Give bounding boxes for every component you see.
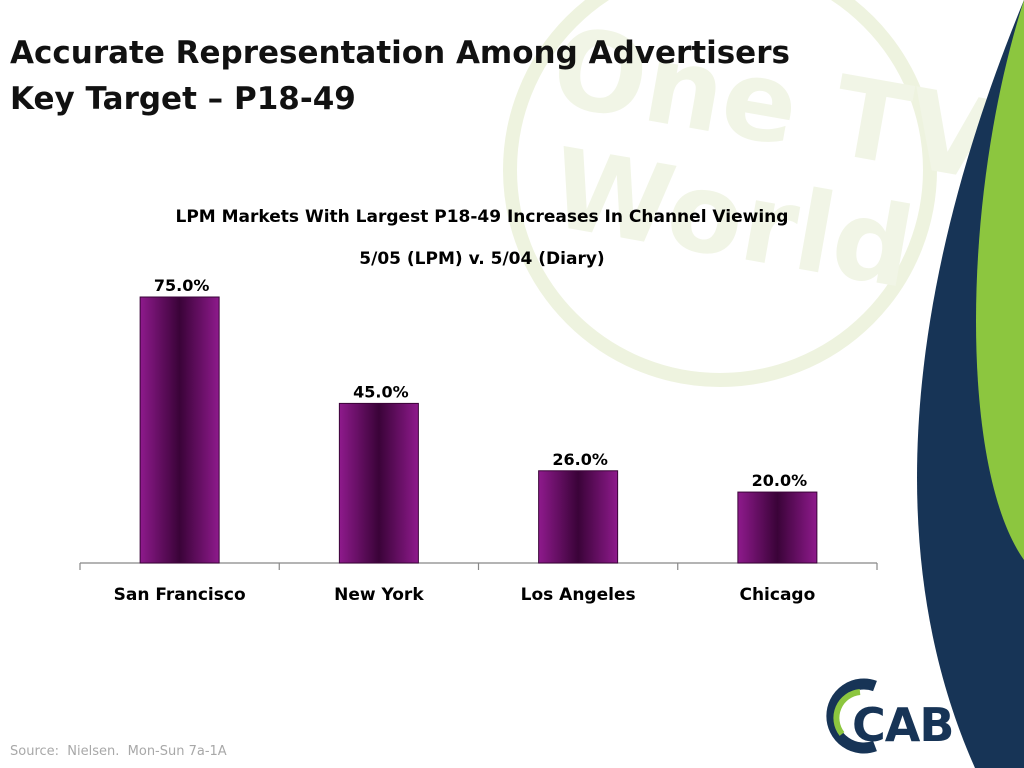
cab-logo-icon: [826, 678, 877, 754]
bar: [338, 402, 419, 564]
bar: [737, 491, 818, 564]
chart-title: LPM Markets With Largest P18-49 Increase…: [176, 207, 789, 227]
data-label: 75.0%: [154, 276, 210, 295]
x-tick-label: San Francisco: [114, 585, 246, 605]
chart-subtitle: 5/05 (LPM) v. 5/04 (Diary): [359, 249, 604, 269]
slide-title: Accurate Representation Among Advertiser…: [10, 30, 790, 122]
watermark-circle: [503, 0, 937, 387]
data-label: 20.0%: [752, 471, 808, 490]
bar: [538, 470, 619, 564]
slide-title-line-1: Accurate Representation Among Advertiser…: [10, 35, 790, 71]
green-swoosh: [976, 0, 1024, 560]
data-label: 45.0%: [353, 382, 409, 401]
source-note: Source: Nielsen. Mon-Sun 7a-1A: [10, 744, 227, 759]
data-label: 26.0%: [552, 450, 608, 469]
slide-title-line-2: Key Target – P18-49: [10, 81, 356, 117]
x-tick-label: Chicago: [739, 585, 815, 605]
x-tick-label: New York: [334, 585, 424, 605]
bar: [139, 296, 220, 564]
plot-area: 75.0% San Francisco 45.0% New York 26.0% Los …: [79, 276, 878, 605]
x-tick-label: Los Angeles: [521, 585, 636, 605]
cab-logo-text: CAB: [852, 698, 954, 752]
